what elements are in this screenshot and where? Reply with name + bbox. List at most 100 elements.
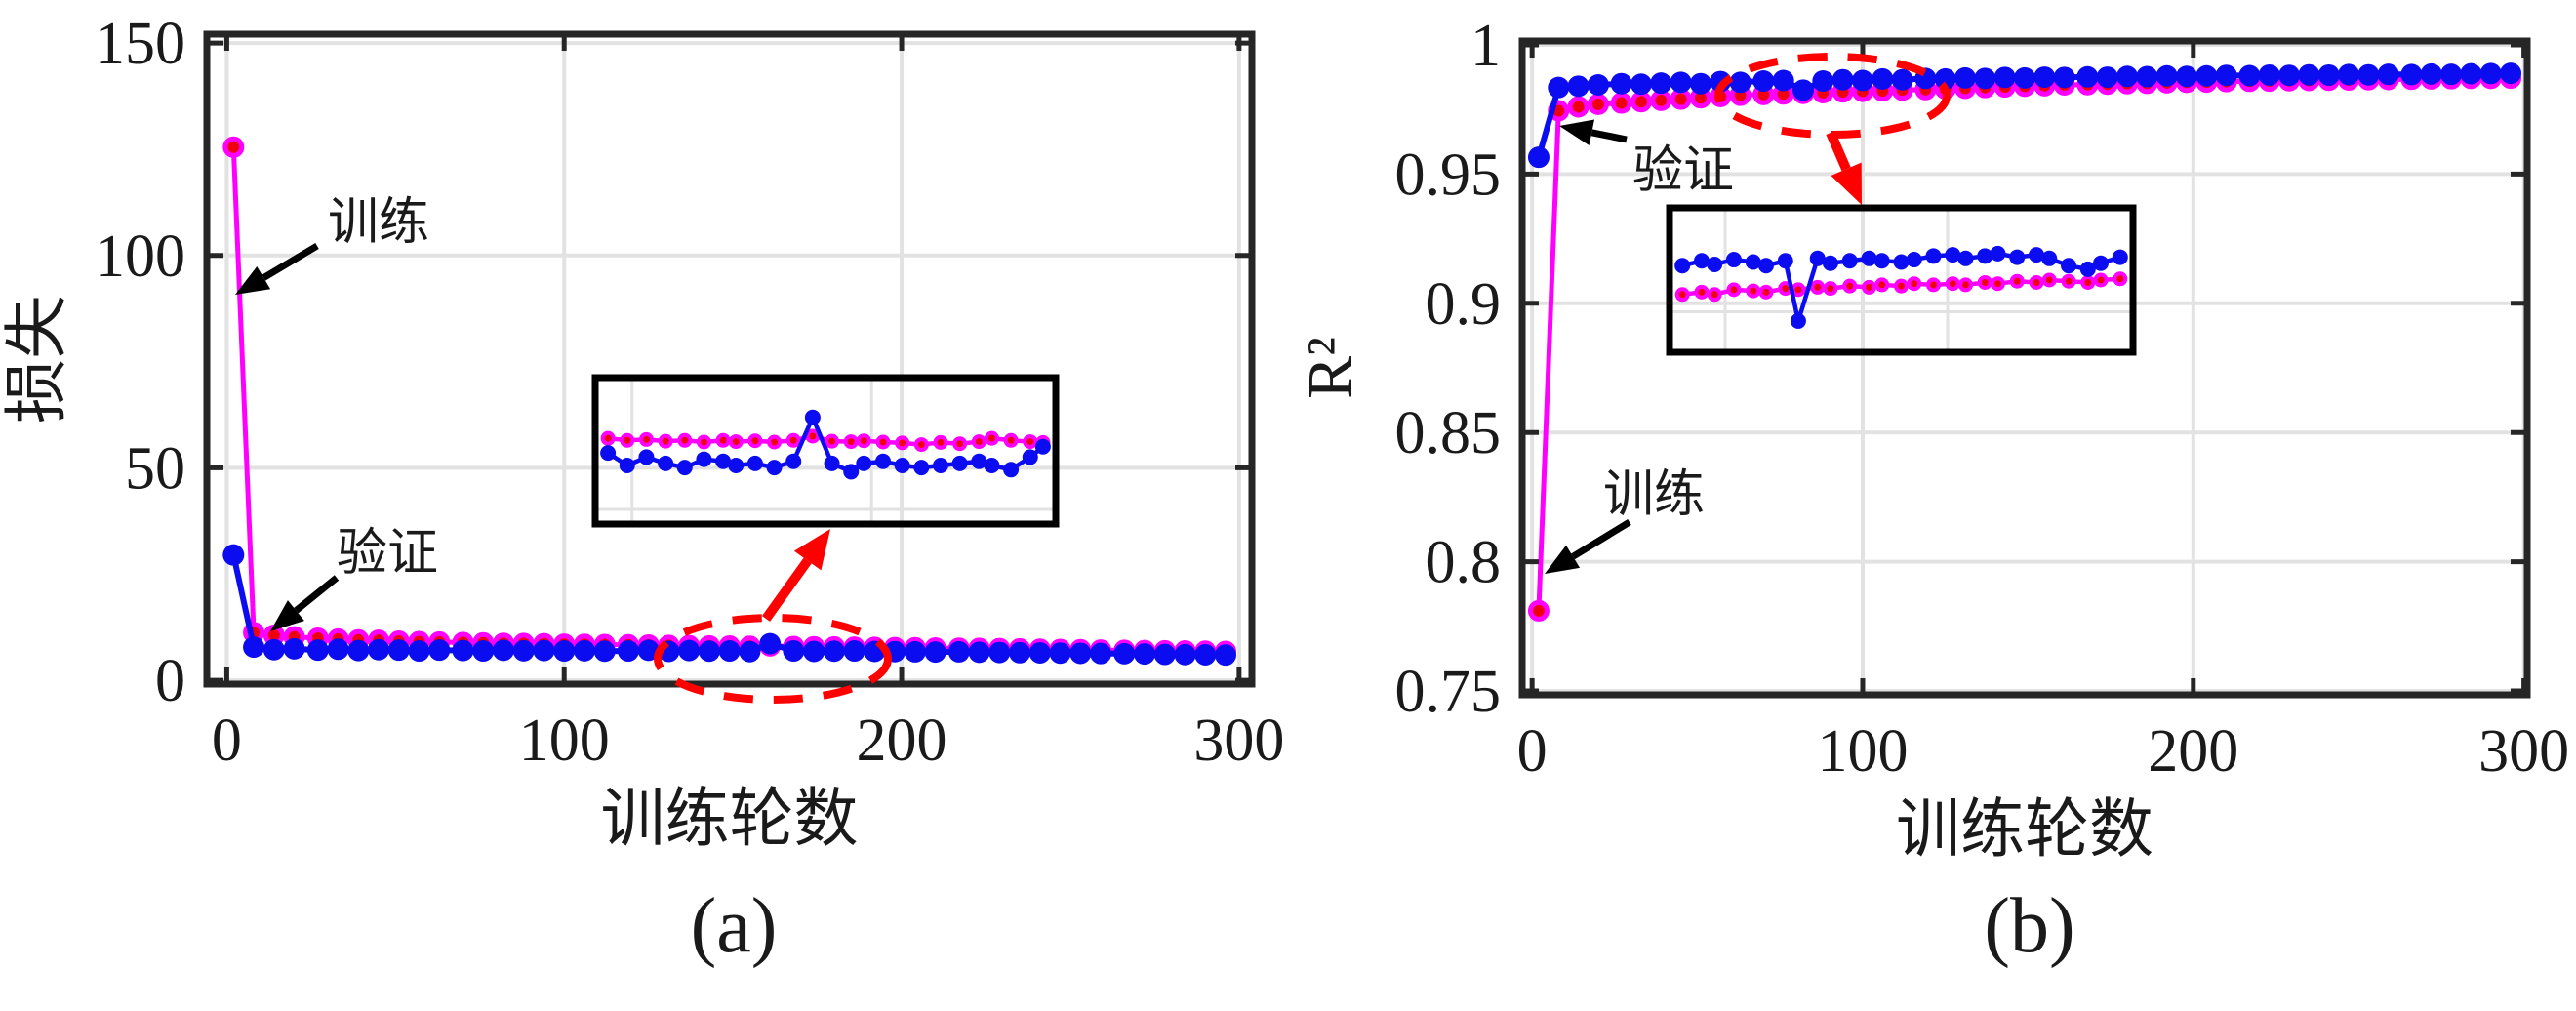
val-marker: [637, 639, 660, 662]
inset-train-marker: [1810, 279, 1826, 295]
val-marker: [593, 640, 616, 663]
inset-train-marker: [1726, 282, 1742, 298]
val-marker: [1851, 69, 1873, 92]
inset-train-marker: [1823, 281, 1838, 297]
val-marker: [222, 544, 245, 566]
x-tick-label: 300: [2478, 718, 2569, 785]
inset-val-marker: [1725, 252, 1742, 268]
inset-train-marker: [715, 432, 731, 448]
inset-val-marker: [619, 458, 635, 473]
inset-train-marker: [1694, 284, 1710, 300]
inset-val-marker: [600, 445, 617, 462]
inset-train-marker: [2029, 274, 2044, 290]
inset-train-marker: [2080, 274, 2096, 290]
inset-val-marker: [804, 409, 821, 425]
val-marker: [2076, 65, 2099, 88]
inset-train-marker: [2009, 273, 2025, 289]
val-marker: [573, 639, 595, 662]
val-marker: [2479, 62, 2502, 85]
annotation-arrow-shaft: [294, 575, 340, 614]
inset-train-marker: [638, 431, 654, 447]
val-marker: [472, 640, 495, 663]
y-tick-label: 0.85: [1395, 400, 1502, 466]
inset-train-marker: [747, 433, 763, 449]
val-marker: [678, 639, 701, 662]
val-marker: [2053, 66, 2075, 89]
inset-train-marker: [696, 434, 711, 450]
val-marker: [327, 638, 349, 661]
val-marker: [2377, 63, 2399, 86]
annotation-label: 训练: [328, 195, 429, 251]
zoom-arrow-shaft: [1826, 131, 1851, 172]
val-marker: [2278, 64, 2301, 87]
zoom-arrow: [1826, 131, 1862, 205]
val-marker: [283, 637, 305, 660]
val-marker: [2155, 64, 2178, 87]
inset-val-marker: [875, 453, 891, 469]
inset-val-marker: [1822, 255, 1838, 271]
inset-val-marker: [856, 455, 872, 471]
inset-val-marker: [894, 458, 910, 473]
val-marker: [452, 639, 474, 662]
y-axis-label: R²: [1295, 337, 1366, 399]
inset-train-marker: [971, 434, 986, 450]
val-marker: [1689, 72, 1711, 95]
inset-train-marker: [933, 434, 948, 450]
val-marker: [2096, 66, 2118, 89]
inset-val-marker: [2093, 255, 2110, 271]
inset-train-marker: [600, 430, 616, 446]
y-tick-label: 150: [95, 11, 185, 77]
inset-val-marker: [2009, 249, 2026, 265]
val-marker: [2298, 63, 2320, 86]
inset-train-marker: [875, 434, 891, 450]
val-marker: [718, 640, 741, 663]
annotation-arrow-shaft: [1590, 129, 1628, 143]
inset-val-marker: [1957, 250, 1974, 266]
val-marker: [2215, 64, 2237, 87]
val-marker: [1527, 146, 1550, 169]
inset-val-marker: [785, 453, 802, 469]
inset-train-marker: [1874, 277, 1890, 293]
train-marker: [222, 136, 245, 158]
inset-train-marker: [658, 433, 673, 449]
annotation-验证: 验证: [1559, 119, 1734, 199]
val-marker: [1069, 642, 1092, 665]
inset-val-marker: [766, 460, 783, 476]
val-marker: [492, 639, 514, 662]
val-marker: [243, 636, 265, 659]
inset-val-marker: [1841, 253, 1858, 269]
val-marker: [1548, 76, 1570, 99]
val-marker: [1670, 71, 1692, 94]
val-marker: [1954, 66, 1977, 89]
inset-train-marker: [728, 434, 744, 450]
inset-box: [591, 374, 1060, 528]
subfigure-caption: (b): [1984, 883, 2074, 969]
val-marker: [1153, 643, 1176, 666]
val-marker: [904, 640, 926, 663]
train-marker: [1650, 89, 1672, 111]
inset-val-marker: [1925, 248, 1942, 264]
inset-val-marker: [1873, 253, 1890, 269]
inset-train-marker: [2093, 272, 2109, 288]
inset-train-marker: [2061, 273, 2076, 289]
inset-train-marker: [1945, 276, 1960, 292]
val-marker: [2258, 63, 2280, 86]
inset-val-marker: [913, 460, 930, 476]
inset-train-marker: [1862, 279, 1877, 295]
val-marker: [2500, 62, 2522, 85]
val-marker: [947, 640, 970, 663]
val-marker: [1974, 67, 1996, 90]
val-marker: [2014, 66, 2035, 89]
annotation-label: 验证: [1632, 143, 1734, 199]
x-axis-label: 训练轮数: [1896, 794, 2153, 866]
inset-val-marker: [638, 449, 655, 465]
val-marker: [617, 640, 639, 663]
val-marker: [1134, 643, 1156, 666]
train-marker: [1527, 599, 1550, 622]
y-tick-label: 0: [155, 648, 185, 714]
inset-train-marker: [767, 434, 783, 450]
val-marker: [512, 639, 535, 662]
inset-train-marker: [1746, 283, 1761, 299]
